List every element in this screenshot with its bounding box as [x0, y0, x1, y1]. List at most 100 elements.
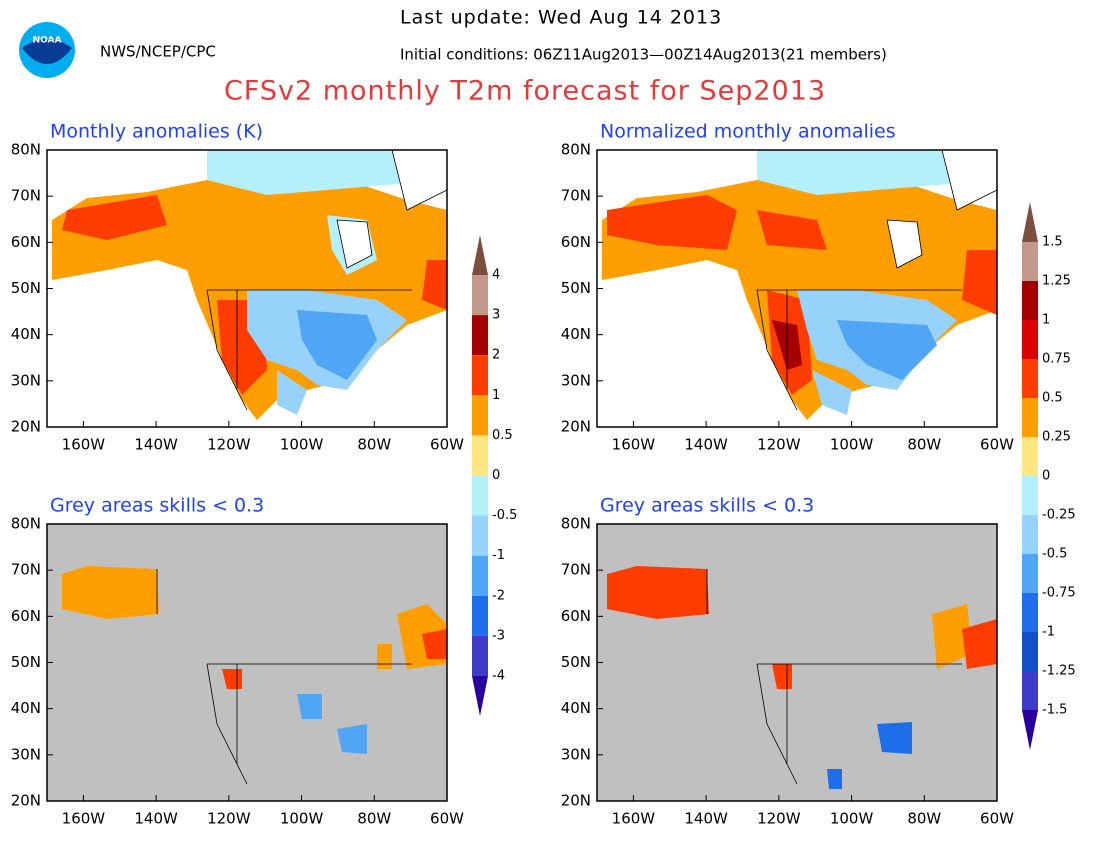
lon-label: 100W: [280, 436, 324, 454]
arctic-anomaly: [207, 150, 447, 275]
colorbar-segment: [1022, 554, 1038, 593]
lon-label: 100W: [280, 810, 324, 828]
map-panel: [597, 149, 998, 427]
colorbar-label: 0.75: [1042, 352, 1071, 367]
colorbar-segment: [1022, 515, 1038, 554]
logo-text: NOAA: [33, 36, 62, 46]
lon-label: 160W: [612, 810, 656, 828]
lat-label: 30N: [561, 371, 591, 389]
colorbar-label: 0: [1042, 469, 1050, 484]
colorbar-segment: [1022, 281, 1038, 320]
colorbar-label: 4: [492, 268, 500, 283]
borders: [756, 289, 962, 411]
colorbar-label: 1: [492, 388, 500, 403]
lon-label: 160W: [612, 436, 656, 454]
colorbar-segment: [472, 355, 488, 396]
colorbar-segment: [472, 275, 488, 316]
initial-conditions: Initial conditions: 06Z11Aug2013—00Z14Au…: [400, 46, 887, 64]
map-panel: [597, 524, 997, 801]
lat-label: 70N: [561, 561, 591, 579]
colorbar-label: -0.25: [1042, 508, 1076, 523]
land-anomaly: [932, 604, 972, 669]
colorbar-arrow: [472, 676, 488, 716]
lat-label: 70N: [561, 187, 591, 205]
lon-label: 120W: [207, 436, 251, 454]
colorbar-label: 0.5: [1042, 391, 1063, 406]
colorbar-label: -0.75: [1042, 586, 1076, 601]
warm-anomaly: [607, 195, 997, 395]
lon-label: 120W: [207, 810, 251, 828]
lat-label: 80N: [11, 515, 41, 533]
lat-label: 80N: [561, 515, 591, 533]
lat-label: 70N: [11, 561, 41, 579]
colorbar-arrow: [1022, 710, 1038, 750]
lat-label: 40N: [561, 325, 591, 343]
lat-label: 20N: [561, 418, 591, 436]
colorbar-label: -0.5: [1042, 547, 1067, 562]
warm-anomaly: [62, 195, 447, 395]
lon-label: 60W: [980, 810, 1014, 828]
cool-anomaly-core: [297, 310, 377, 380]
lon-label: 160W: [62, 810, 106, 828]
lon-label: 80W: [357, 810, 391, 828]
borders: [206, 289, 412, 411]
colorbar-segment: [1022, 242, 1038, 281]
colorbar-label: -4: [492, 669, 505, 684]
colorbar-label: 1: [1042, 313, 1050, 328]
lat-label: 50N: [11, 279, 41, 297]
lat-label: 40N: [11, 699, 41, 717]
colorbar-label: -2: [492, 588, 505, 603]
lon-label: 100W: [830, 810, 874, 828]
lon-label: 120W: [757, 810, 801, 828]
lat-label: 40N: [561, 699, 591, 717]
lat-label: 80N: [11, 141, 41, 159]
lon-label: 140W: [134, 810, 178, 828]
map-panel: [47, 149, 448, 427]
warm-anomaly: [222, 629, 447, 689]
colorbar-segment: [1022, 359, 1038, 398]
colorbar-segment: [1022, 437, 1038, 476]
lon-label: 140W: [134, 436, 178, 454]
panel-title: Normalized monthly anomalies: [600, 121, 896, 143]
land-anomaly: [62, 566, 159, 619]
borders: [706, 569, 962, 785]
colorbar-segment: [1022, 593, 1038, 632]
colorbar-segment: [1022, 398, 1038, 437]
lon-label: 80W: [357, 436, 391, 454]
borders: [156, 569, 412, 785]
colorbar-label: 1.5: [1042, 235, 1063, 250]
lon-label: 100W: [830, 436, 874, 454]
colorbar-label: 3: [492, 308, 500, 323]
colorbar-label: -0.5: [492, 508, 517, 523]
warm-anomaly: [772, 619, 997, 689]
panel-title: Monthly anomalies (K): [50, 121, 263, 143]
colorbar-segment: [472, 515, 488, 556]
figure-title: CFSv2 monthly T2m forecast for Sep2013: [224, 76, 826, 107]
colorbar-label: -1.5: [1042, 703, 1067, 718]
lat-label: 40N: [11, 325, 41, 343]
colorbar-segment: [472, 315, 488, 356]
colorbar-label: -1: [492, 548, 505, 563]
arctic-anomaly: [757, 150, 997, 195]
lon-label: 80W: [907, 436, 941, 454]
lat-label: 30N: [561, 745, 591, 763]
map-panel: [47, 524, 447, 801]
colorbar-segment: [1022, 671, 1038, 710]
lon-label: 60W: [430, 436, 464, 454]
lat-label: 70N: [11, 187, 41, 205]
colorbar-arrow: [1022, 202, 1038, 242]
lon-label: 60W: [980, 436, 1014, 454]
lat-label: 50N: [561, 279, 591, 297]
lat-label: 20N: [11, 792, 41, 810]
colorbar-label: 0: [492, 468, 500, 483]
colorbar-segment: [1022, 476, 1038, 515]
lat-label: 60N: [561, 607, 591, 625]
lat-label: 80N: [561, 141, 591, 159]
logo-wave: [22, 39, 72, 64]
cool-anomaly: [297, 694, 367, 754]
lon-label: 140W: [684, 810, 728, 828]
colorbar-label: 1.25: [1042, 274, 1071, 289]
colorbar-segment: [1022, 632, 1038, 671]
cool-anomaly-core: [837, 320, 937, 380]
